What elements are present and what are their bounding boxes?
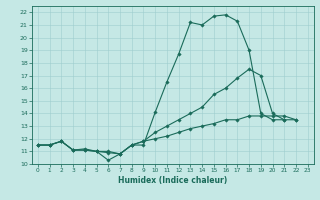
X-axis label: Humidex (Indice chaleur): Humidex (Indice chaleur): [118, 176, 228, 185]
